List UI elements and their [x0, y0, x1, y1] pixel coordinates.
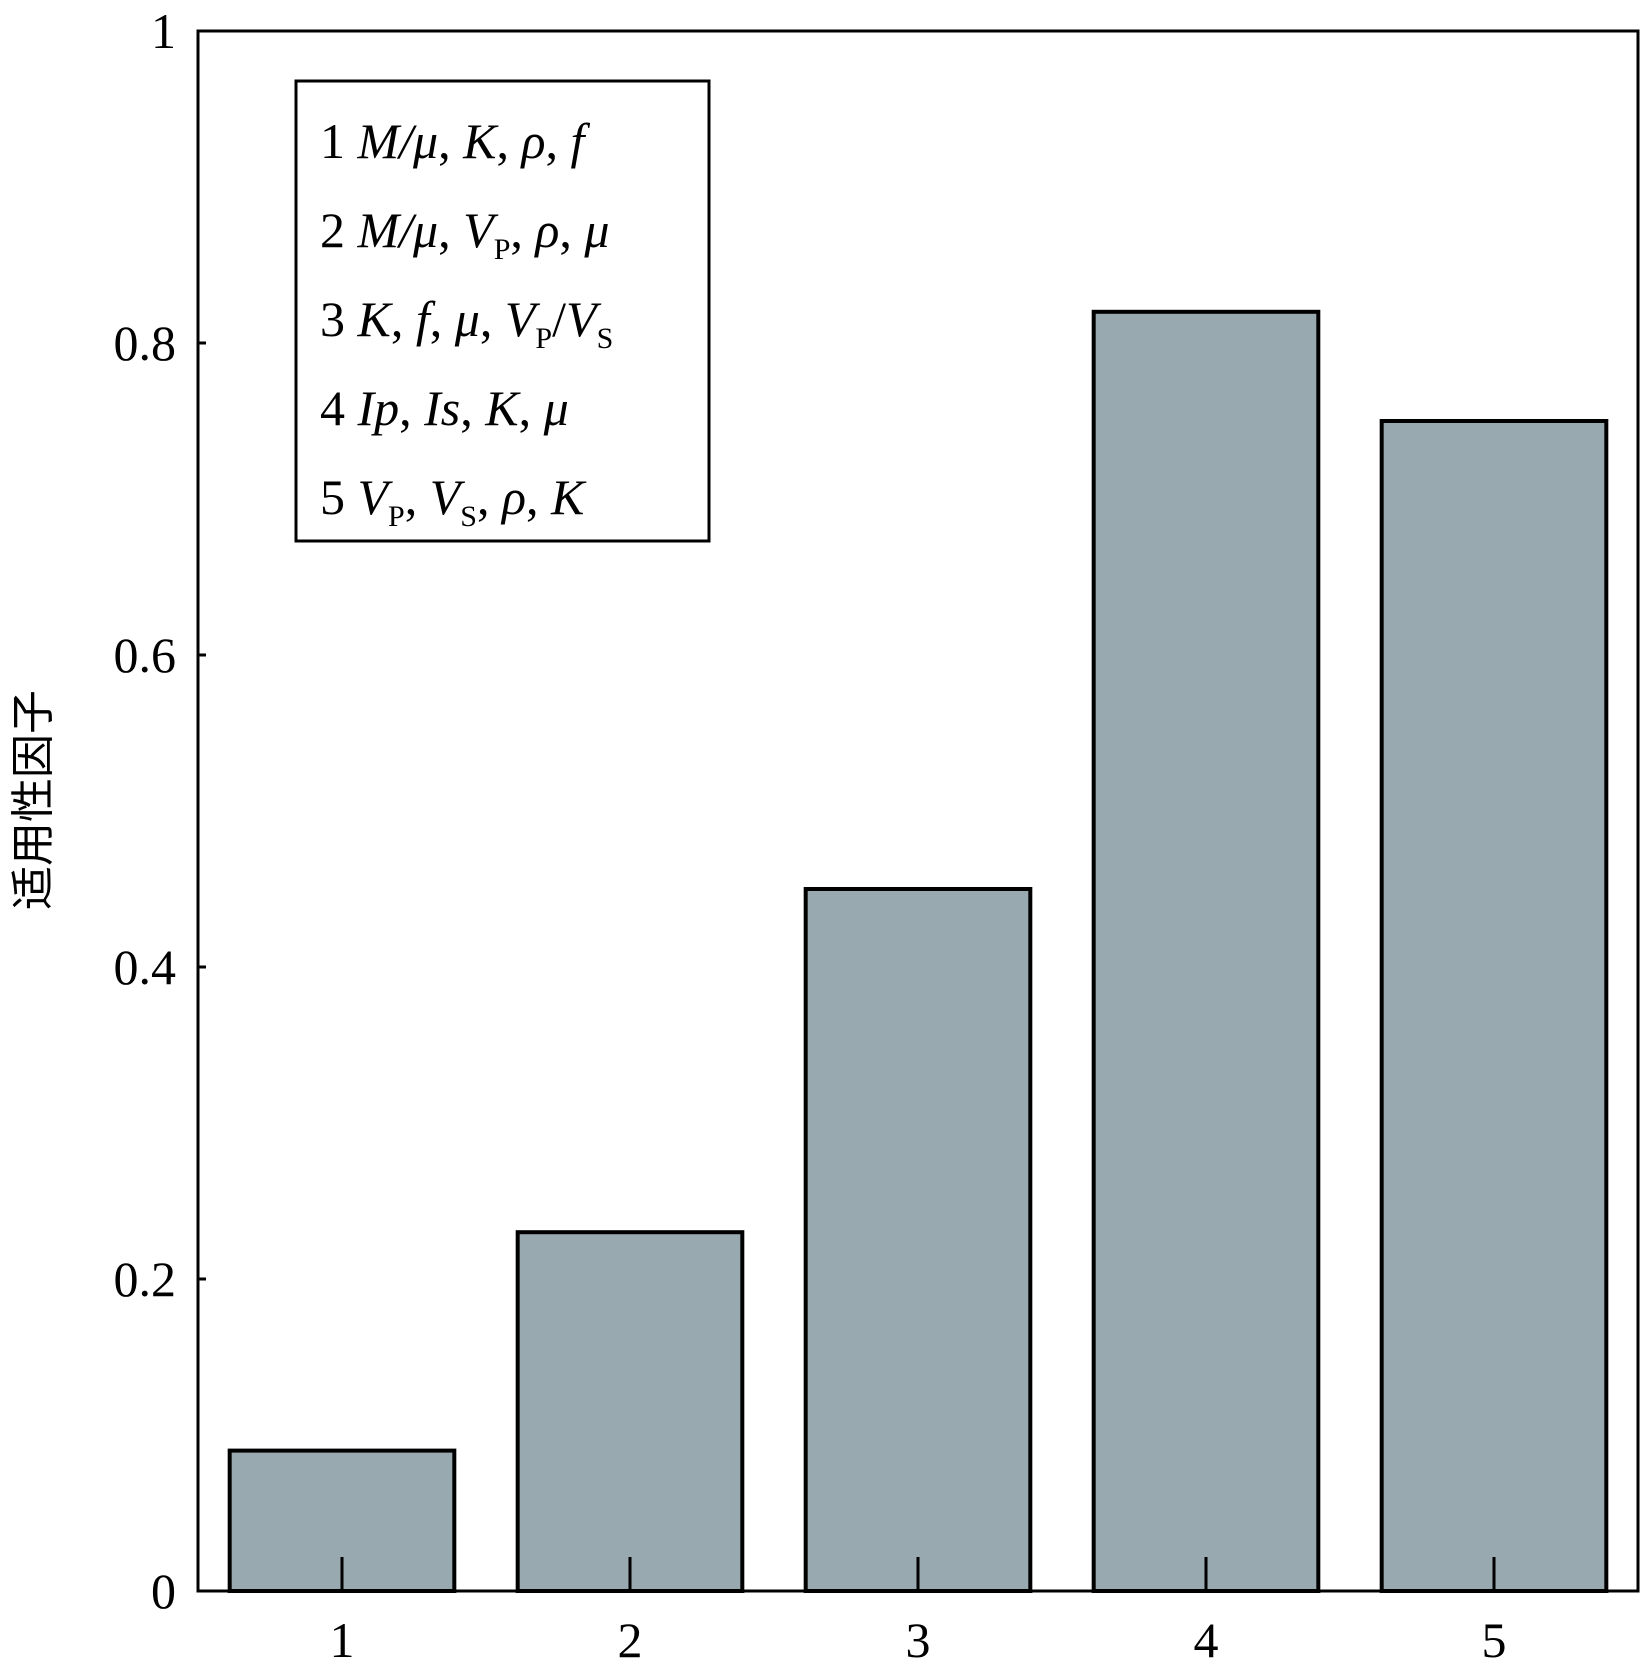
- y-tick-label-0.8: 0.8: [114, 315, 177, 371]
- y-tick-label-0.6: 0.6: [114, 627, 177, 683]
- x-tick-label-5: 5: [1482, 1612, 1507, 1668]
- legend-entry-3: 3 K, f, μ, VP/VS: [320, 291, 613, 355]
- x-tick-label-2: 2: [618, 1612, 643, 1668]
- legend-entry-1: 1 M/μ, K, ρ, f: [320, 113, 591, 169]
- legend: 1 M/μ, K, ρ, f 2 M/μ, VP, ρ, μ 3 K, f, μ, …: [294, 79, 711, 543]
- legend-entry-5: 5 VP, VS, ρ, K: [320, 469, 587, 533]
- y-axis-label: 适用性因子: [8, 690, 59, 910]
- legend-entry-4: 4 Ip, Is, K, μ: [320, 380, 569, 436]
- y-axis-ticks: 0 0.2 0.4 0.6 0.8 1: [114, 3, 206, 1619]
- bars-group: [227, 309, 1609, 1593]
- y-tick-label-0: 0: [151, 1563, 176, 1619]
- y-tick-label-0.4: 0.4: [114, 939, 177, 995]
- bar-3: [803, 887, 1033, 1593]
- bar-5: [1379, 419, 1609, 1593]
- x-tick-label-4: 4: [1194, 1612, 1219, 1668]
- y-tick-label-1: 1: [151, 3, 176, 59]
- bar-4: [1091, 309, 1321, 1593]
- x-axis-ticks: 1 2 3 4 5: [330, 1557, 1507, 1668]
- bar-2: [515, 1230, 745, 1593]
- legend-entry-2: 2 M/μ, VP, ρ, μ: [320, 202, 609, 266]
- x-tick-label-1: 1: [330, 1612, 355, 1668]
- legend-box: [294, 79, 711, 543]
- plot-frame: [196, 29, 1640, 1593]
- y-tick-label-0.2: 0.2: [114, 1251, 177, 1307]
- x-tick-label-3: 3: [906, 1612, 931, 1668]
